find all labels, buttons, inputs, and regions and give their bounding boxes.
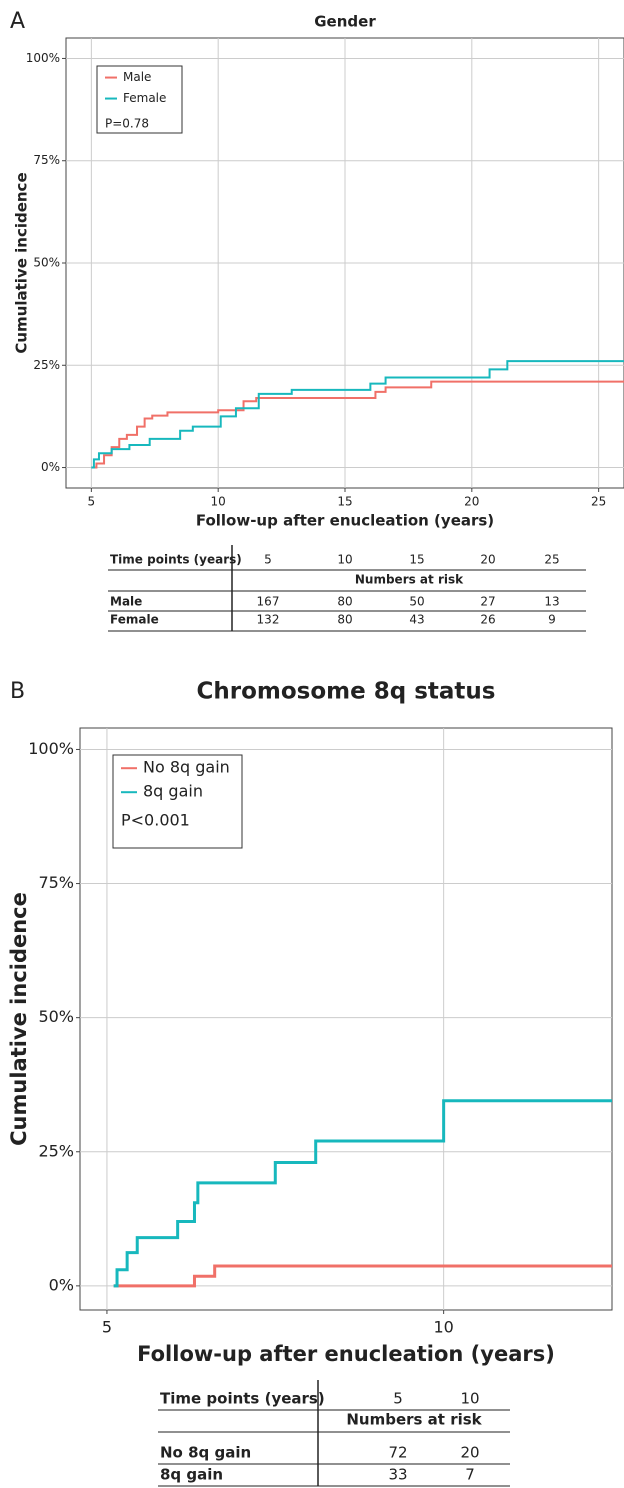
step-line: [113, 1264, 612, 1288]
table-cell: 26: [480, 613, 495, 627]
table-cell: 50: [409, 595, 424, 609]
table-subheader: Numbers at risk: [355, 573, 464, 587]
x-tick-label: 15: [337, 495, 352, 509]
annotation: P=0.78: [105, 116, 149, 130]
table-cell: 5: [393, 1390, 403, 1408]
x-axis-title: Follow-up after enucleation (years): [196, 512, 494, 530]
y-tick-label: 50%: [38, 1007, 74, 1026]
y-tick-label: 25%: [38, 1141, 74, 1160]
x-tick-label: 20: [464, 495, 479, 509]
table-cell: 15: [409, 553, 424, 567]
table-cell: 72: [388, 1444, 407, 1462]
table-cell: 7: [465, 1466, 475, 1484]
table-header: Time points (years): [160, 1390, 325, 1408]
y-tick-label: 25%: [33, 358, 60, 372]
panel-label: A: [10, 9, 25, 34]
x-tick-label: 25: [591, 495, 606, 509]
y-tick-label: 100%: [28, 739, 74, 758]
row-label: 8q gain: [160, 1466, 223, 1484]
table-header: Time points (years): [110, 553, 242, 567]
x-axis-title: Follow-up after enucleation (years): [137, 1342, 555, 1366]
table-cell: 80: [337, 613, 352, 627]
chart-title: Gender: [314, 13, 376, 31]
row-label: No 8q gain: [160, 1444, 251, 1462]
y-axis-title: Cumulative incidence: [7, 892, 31, 1146]
legend-label: Male: [123, 70, 151, 84]
panel-label: B: [10, 679, 25, 704]
y-tick-label: 50%: [33, 256, 60, 270]
y-tick-label: 75%: [33, 153, 60, 167]
step-line: [91, 360, 624, 469]
row-label: Male: [110, 595, 142, 609]
table-cell: 10: [337, 553, 352, 567]
legend-label: Female: [123, 91, 166, 105]
table-cell: 43: [409, 613, 424, 627]
x-tick-label: 5: [88, 495, 96, 509]
y-tick-label: 75%: [38, 873, 74, 892]
legend-box: [112, 754, 243, 849]
table-cell: 25: [544, 553, 559, 567]
table-cell: 33: [388, 1466, 407, 1484]
chart-title: Chromosome 8q status: [197, 679, 496, 705]
legend-label: No 8q gain: [143, 758, 230, 777]
annotation: P<0.001: [121, 811, 190, 830]
legend-label: 8q gain: [143, 782, 203, 801]
x-tick-label: 5: [102, 1318, 112, 1337]
table-cell: 9: [548, 613, 556, 627]
table-cell: 20: [480, 553, 495, 567]
table-cell: 10: [460, 1390, 479, 1408]
x-tick-label: 10: [433, 1318, 453, 1337]
step-line: [113, 1099, 612, 1288]
y-tick-label: 100%: [26, 51, 60, 65]
table-cell: 167: [257, 595, 280, 609]
table-subheader: Numbers at risk: [346, 1411, 482, 1429]
x-tick-label: 10: [211, 495, 226, 509]
table-cell: 27: [480, 595, 495, 609]
y-tick-label: 0%: [49, 1275, 74, 1294]
table-cell: 80: [337, 595, 352, 609]
row-label: Female: [110, 613, 159, 627]
table-cell: 5: [264, 553, 272, 567]
y-axis-title: Cumulative incidence: [13, 172, 31, 353]
y-tick-label: 0%: [41, 460, 60, 474]
table-cell: 20: [460, 1444, 479, 1462]
table-cell: 132: [257, 613, 280, 627]
table-cell: 13: [544, 595, 559, 609]
